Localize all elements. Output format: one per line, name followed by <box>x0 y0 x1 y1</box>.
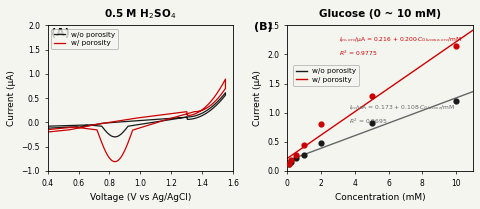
Y-axis label: Current (μA): Current (μA) <box>7 70 16 126</box>
Point <box>367 95 375 98</box>
w/ porosity <box>162 113 168 116</box>
w/ porosity <box>108 158 113 161</box>
Text: $R^2$ = 0.9775: $R^2$ = 0.9775 <box>339 48 377 58</box>
Line: w/ porosity: w/ porosity <box>48 79 225 162</box>
Text: $I_{pc}$/μA = 0.173 + 0.108·$C_{Glucose}$/mM: $I_{pc}$/μA = 0.173 + 0.108·$C_{Glucose}… <box>348 104 454 114</box>
w/o porosity <box>137 123 143 126</box>
w/ porosity <box>137 127 143 129</box>
w/o porosity <box>190 118 195 120</box>
Legend: w/o porosity, w/ porosity: w/o porosity, w/ porosity <box>51 29 118 49</box>
w/ porosity <box>190 113 195 116</box>
Y-axis label: Current (μA): Current (μA) <box>252 70 262 126</box>
Title: Glucose (0 ~ 10 mM): Glucose (0 ~ 10 mM) <box>319 9 440 19</box>
w/ porosity <box>206 105 212 107</box>
Text: $I_{pc,orc}$/μA = 0.216 + 0.200·$C_{Glucose,orc}$/mM: $I_{pc,orc}$/μA = 0.216 + 0.200·$C_{Gluc… <box>339 36 461 46</box>
Point <box>287 159 294 162</box>
Point <box>300 144 308 147</box>
Point <box>291 156 299 160</box>
w/o porosity <box>132 120 137 122</box>
Point <box>285 162 292 166</box>
w/o porosity <box>206 107 212 110</box>
Point <box>367 121 375 125</box>
Point <box>300 153 308 156</box>
Title: 0.5 M H$_2$SO$_4$: 0.5 M H$_2$SO$_4$ <box>104 7 176 21</box>
Point <box>291 153 299 156</box>
w/ porosity <box>45 128 50 131</box>
Point <box>451 44 459 47</box>
Text: (B): (B) <box>253 22 272 32</box>
Point <box>285 162 292 166</box>
w/o porosity <box>45 125 50 127</box>
Point <box>317 141 324 145</box>
w/ porosity <box>222 78 228 80</box>
w/o porosity <box>222 92 228 94</box>
Point <box>317 123 324 126</box>
w/o porosity <box>108 134 113 137</box>
Text: (A): (A) <box>51 28 70 38</box>
w/ porosity <box>112 160 118 163</box>
w/o porosity <box>45 127 50 129</box>
X-axis label: Voltage (V vs Ag/AgCl): Voltage (V vs Ag/AgCl) <box>90 193 191 202</box>
w/o porosity <box>162 117 168 120</box>
Legend: w/o porosity, w/ porosity: w/o porosity, w/ porosity <box>292 65 359 86</box>
X-axis label: Concentration (mM): Concentration (mM) <box>334 193 425 202</box>
Point <box>287 161 294 164</box>
Line: w/o porosity: w/o porosity <box>48 93 225 137</box>
w/ porosity <box>45 131 50 133</box>
Point <box>451 99 459 103</box>
w/o porosity <box>112 136 118 138</box>
Text: $R^2$ = 0.9695: $R^2$ = 0.9695 <box>348 117 386 126</box>
w/ porosity <box>132 117 137 120</box>
